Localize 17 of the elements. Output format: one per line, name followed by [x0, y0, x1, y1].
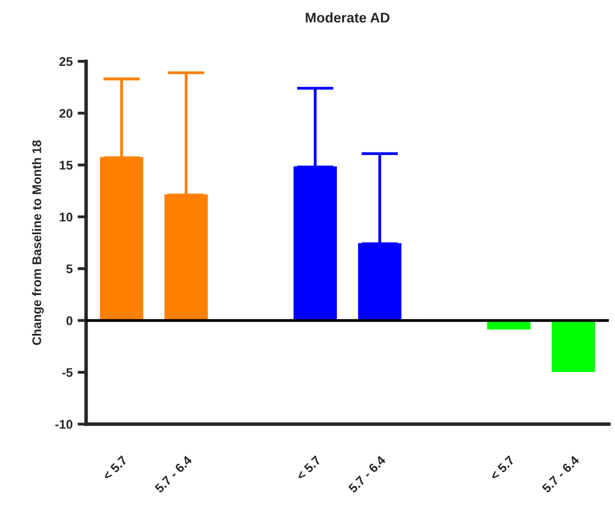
y-tick-label: 5 [66, 264, 73, 274]
y-tick-label: -10 [55, 420, 72, 429]
y-tick-label: -5 [62, 368, 73, 377]
y-axis-title: Change from Baseline to Month 18 [32, 140, 44, 345]
chart-title: Moderate AD [306, 12, 390, 23]
y-tick-label: 0 [66, 316, 72, 326]
x-tick-label: < 5.7 [296, 455, 322, 481]
x-tick-label: 5.7 - 6.4 [348, 454, 386, 494]
y-tick-label: 25 [59, 57, 73, 66]
y-tick-label: 15 [60, 160, 73, 170]
y-tick-label: 10 [60, 212, 72, 222]
x-tick-label: < 5.7 [102, 455, 128, 481]
bar [552, 320, 596, 372]
x-tick-label: 5.7 - 6.4 [154, 454, 193, 494]
y-tick-label: 20 [59, 108, 72, 118]
x-tick-label: 5.7 - 6.4 [541, 454, 580, 494]
x-tick-label: < 5.7 [490, 455, 515, 481]
